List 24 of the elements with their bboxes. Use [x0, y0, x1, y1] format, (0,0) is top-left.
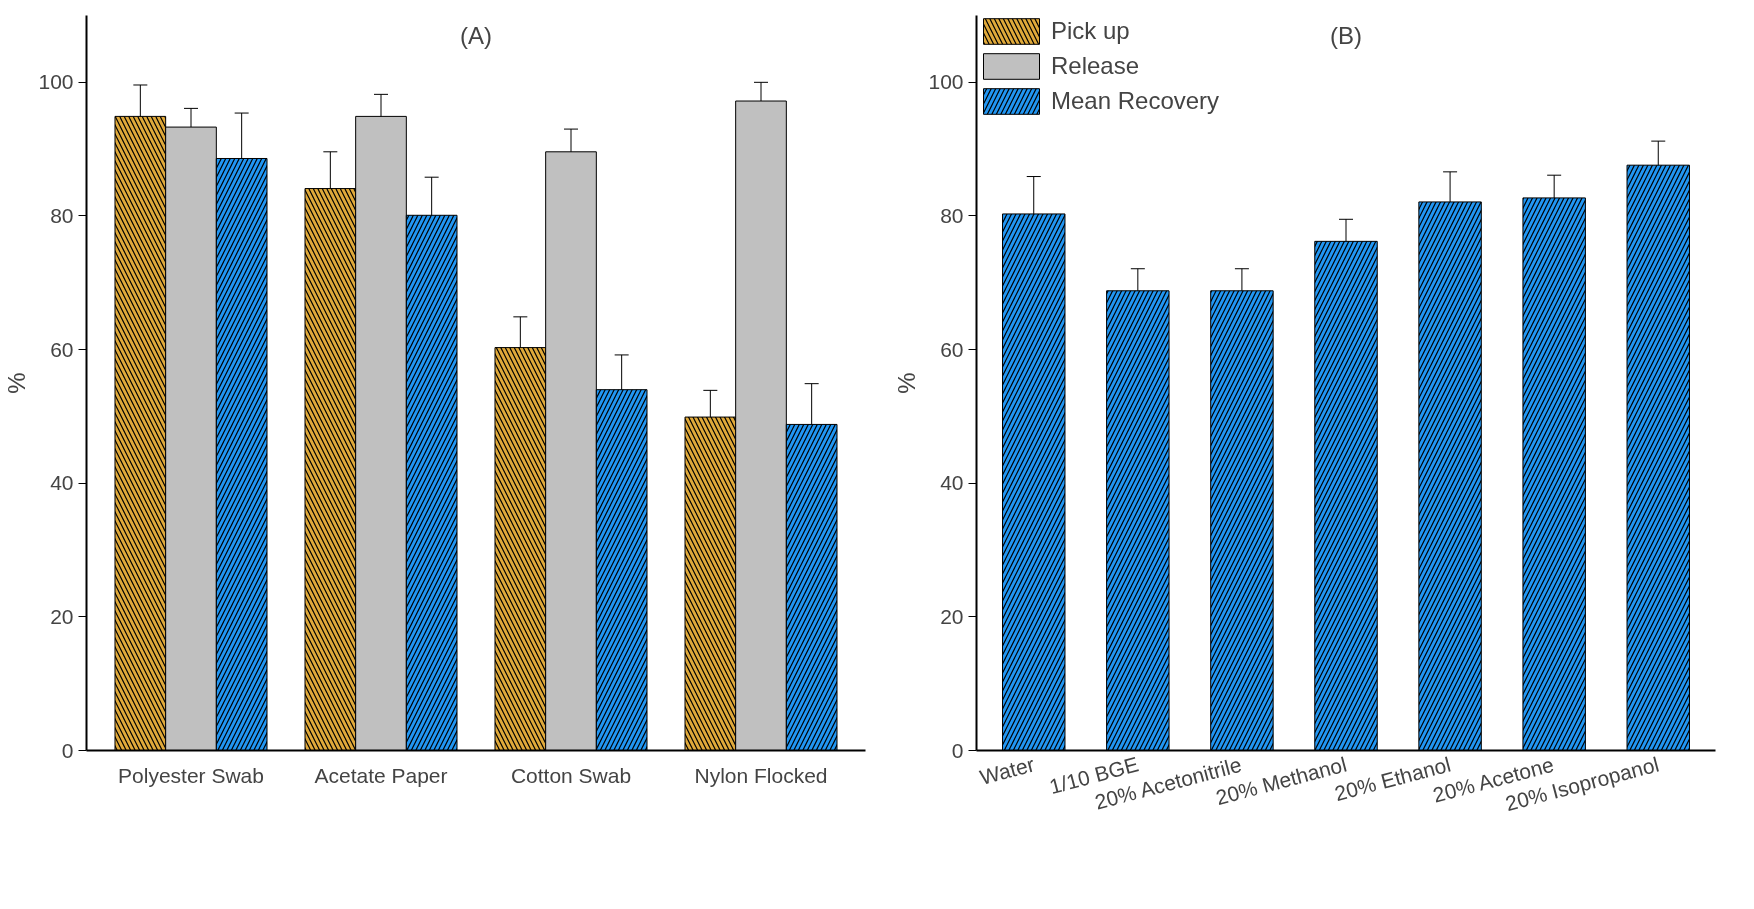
legend-label: Mean Recovery: [1051, 87, 1220, 115]
y-tick-label: 80: [940, 203, 964, 227]
y-tick-label: 100: [38, 70, 74, 94]
y-axis-title: %: [893, 372, 921, 394]
y-tick-label: 40: [940, 471, 964, 495]
legend-label: Pick up: [1051, 17, 1130, 45]
x-tick-label: Water: [977, 752, 1037, 789]
y-tick-label: 60: [50, 337, 74, 361]
x-tick-label: Nylon Flocked: [694, 763, 828, 787]
y-tick-label: 80: [50, 203, 74, 227]
x-tick-label: Polyester Swab: [118, 763, 264, 787]
y-tick-label: 60: [940, 337, 964, 361]
y-tick-label: 0: [951, 738, 964, 762]
chart-title: (A): [460, 21, 492, 49]
y-tick-label: 20: [940, 604, 964, 628]
y-tick-label: 20: [50, 604, 74, 628]
x-tick-label: Acetate Paper: [314, 763, 448, 787]
y-tick-label: 0: [61, 738, 74, 762]
y-tick-label: 100: [928, 70, 964, 94]
y-tick-label: 40: [50, 471, 74, 495]
y-axis-title: %: [3, 372, 31, 394]
chart-title: (B): [1330, 21, 1362, 49]
legend-label: Release: [1051, 52, 1140, 80]
x-tick-label: Cotton Swab: [510, 763, 632, 787]
